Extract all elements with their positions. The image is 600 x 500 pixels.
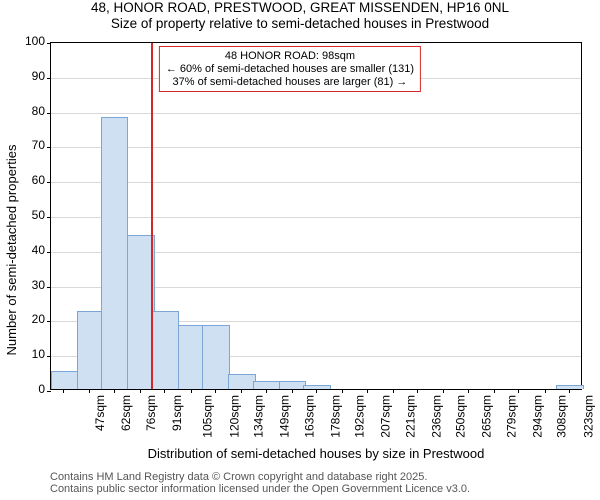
y-tick-label: 50 [32,208,51,222]
x-tick-label: 250sqm [452,395,468,438]
y-tick-label: 10 [32,347,51,361]
grid-line [51,113,581,114]
title-line-1: 48, HONOR ROAD, PRESTWOOD, GREAT MISSEND… [0,0,600,16]
y-tick-label: 40 [32,243,51,257]
y-axis-label: Number of semi-detached properties [4,145,19,356]
annotation-line-2: ← 60% of semi-detached houses are smalle… [166,63,414,76]
x-tick [417,389,418,393]
x-tick-label: 91sqm [168,395,184,431]
x-tick [443,389,444,393]
grid-line [51,217,581,218]
annotation-box: 48 HONOR ROAD: 98sqm ← 60% of semi-detac… [159,46,421,92]
x-tick-label: 265sqm [478,395,494,438]
x-tick-label: 207sqm [377,395,393,438]
x-tick-label: 294sqm [529,395,545,438]
x-tick-label: 279sqm [503,395,519,438]
x-tick [63,389,64,393]
histogram-bar [101,117,128,389]
histogram-bar [178,325,205,389]
y-tick-label: 20 [32,312,51,326]
histogram-bar [279,381,306,389]
footer: Contains HM Land Registry data © Crown c… [50,471,470,496]
x-tick-label: 62sqm [117,395,133,431]
annotation-line-1: 48 HONOR ROAD: 98sqm [166,50,414,63]
grid-line [51,147,581,148]
y-tick-label: 30 [32,278,51,292]
x-tick-label: 178sqm [326,395,342,438]
x-tick-label: 323sqm [579,395,595,438]
title-line-2: Size of property relative to semi-detach… [0,16,600,32]
y-tick-label: 90 [32,69,51,83]
x-tick [468,389,469,393]
x-tick-label: 221sqm [401,395,417,438]
x-tick [545,389,546,393]
x-tick [518,389,519,393]
x-tick [393,389,394,393]
x-tick-label: 76sqm [142,395,158,431]
footer-line-1: Contains HM Land Registry data © Crown c… [50,471,470,484]
x-tick-label: 120sqm [225,395,241,438]
footer-line-2: Contains public sector information licen… [50,483,470,496]
x-tick-label: 308sqm [553,395,569,438]
x-tick-label: 149sqm [276,395,292,438]
y-tick-label: 60 [32,173,51,187]
x-tick [266,389,267,393]
x-tick [114,389,115,393]
histogram-bar [253,381,280,389]
x-tick-label: 105sqm [199,395,215,438]
y-tick-label: 70 [32,138,51,152]
x-tick-label: 47sqm [91,395,107,431]
x-axis-label: Distribution of semi-detached houses by … [50,446,582,461]
x-tick [89,389,90,393]
y-tick-label: 80 [32,104,51,118]
x-tick-label: 134sqm [250,395,266,438]
histogram-bar [77,311,104,389]
x-tick-label: 192sqm [351,395,367,438]
histogram-bar [152,311,179,389]
grid-line [51,182,581,183]
x-tick [494,389,495,393]
histogram-bar [556,385,583,389]
histogram-bar [228,374,255,389]
x-tick [292,389,293,393]
x-tick [215,389,216,393]
x-tick [241,389,242,393]
x-tick-label: 236sqm [428,395,444,438]
x-tick [164,389,165,393]
x-tick-label: 163sqm [300,395,316,438]
y-tick-label: 0 [38,382,51,396]
annotation-line-3: 37% of semi-detached houses are larger (… [166,76,414,89]
y-tick-label: 100 [25,34,51,48]
plot-area: 010203040506070809010047sqm62sqm76sqm91s… [50,42,582,390]
x-tick [316,389,317,393]
x-tick [569,389,570,393]
reference-line [151,43,153,389]
histogram-bar [202,325,229,389]
histogram-bar [51,371,78,389]
x-tick [342,389,343,393]
x-tick [191,389,192,393]
x-tick [367,389,368,393]
x-tick [140,389,141,393]
